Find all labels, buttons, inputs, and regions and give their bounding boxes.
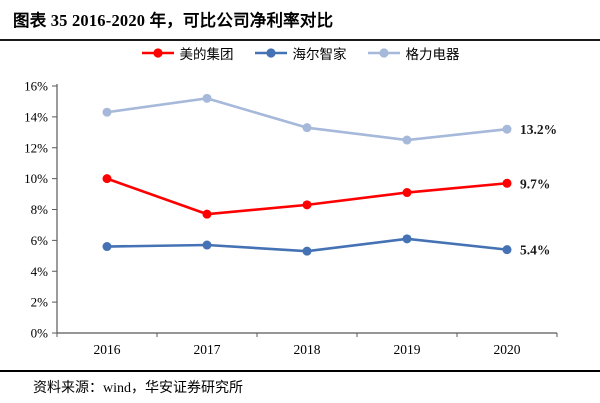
- title-divider: [0, 39, 600, 41]
- legend-item-midea: 美的集团: [141, 43, 234, 63]
- series-line-gree: [106, 97, 508, 142]
- legend-line-marker-icon: [254, 48, 287, 58]
- data-point-gree-2020: [502, 124, 512, 134]
- series-end-label-midea: 9.7%: [520, 176, 550, 191]
- y-tick-label: 2%: [31, 295, 49, 310]
- y-tick-label: 6%: [31, 233, 49, 248]
- net-margin-line-chart: 0% 2% 4% 6% 8% 10% 12% 14% 16% 2016 2017 2018 2019 20…: [24, 79, 558, 357]
- data-point-haier-2018: [302, 246, 312, 256]
- chart-legend: 美的集团 海尔智家 格力电器: [0, 43, 600, 63]
- data-point-haier-2016: [102, 242, 112, 252]
- legend-item-gree: 格力电器: [367, 43, 460, 63]
- data-point-midea-2018: [302, 200, 312, 210]
- x-tick-label: 2020: [494, 342, 521, 357]
- data-point-haier-2020: [502, 245, 512, 255]
- y-tick-label: 4%: [31, 264, 49, 279]
- y-tick-label: 12%: [24, 140, 48, 155]
- source-text: 资料来源：wind，华安证券研究所: [33, 381, 243, 396]
- data-point-haier-2019: [402, 234, 412, 244]
- series-end-label-gree: 13.2%: [520, 122, 557, 137]
- x-tick-label: 2019: [394, 342, 421, 357]
- y-tick-label: 8%: [31, 202, 49, 217]
- data-point-midea-2019: [402, 188, 412, 198]
- data-point-gree-2018: [302, 123, 312, 133]
- data-point-haier-2017: [202, 240, 212, 250]
- x-tick-label: 2017: [194, 342, 221, 357]
- legend-label-haier: 海尔智家: [292, 47, 347, 62]
- legend-label-midea: 美的集团: [179, 47, 234, 62]
- data-point-midea-2017: [202, 209, 212, 219]
- legend-line-marker-icon: [141, 48, 174, 58]
- data-point-gree-2019: [402, 135, 412, 145]
- legend-item-haier: 海尔智家: [254, 43, 347, 63]
- y-tick-label: 16%: [24, 79, 48, 94]
- x-tick-label: 2016: [94, 342, 121, 357]
- y-tick-label: 0%: [31, 326, 49, 341]
- data-point-gree-2016: [102, 107, 112, 117]
- data-point-gree-2017: [202, 93, 212, 103]
- data-point-midea-2016: [102, 174, 112, 184]
- data-point-midea-2020: [502, 178, 512, 188]
- legend-line-marker-icon: [367, 48, 400, 58]
- series-end-label-haier: 5.4%: [520, 243, 550, 258]
- x-tick-label: 2018: [294, 342, 321, 357]
- legend-label-gree: 格力电器: [405, 47, 460, 62]
- footer-divider: [0, 370, 600, 372]
- y-tick-label: 10%: [24, 171, 48, 186]
- chart-title: 图表 35 2016-2020 年，可比公司净利率对比: [13, 11, 334, 30]
- y-tick-label: 14%: [24, 109, 48, 124]
